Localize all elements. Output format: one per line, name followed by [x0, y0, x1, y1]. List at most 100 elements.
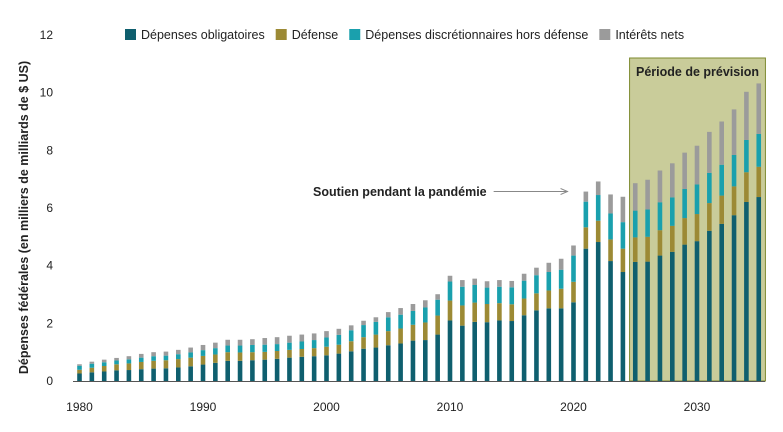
bar-interest-1987 [163, 351, 169, 356]
bar-defense-2002 [348, 341, 354, 352]
bar-mandatory-1992 [225, 360, 230, 381]
bar-nondefense-2021 [583, 201, 589, 228]
y-tick-label-0: 0 [46, 374, 53, 388]
bar-nondefense-1985 [138, 357, 144, 362]
bar-defense-1995 [262, 351, 268, 360]
bar-nondefense-1999 [311, 340, 317, 349]
bar-interest-2027 [657, 170, 663, 203]
bar-nondefense-2009 [435, 299, 440, 316]
bar-mandatory-2016 [521, 315, 527, 381]
bar-mandatory-2021 [583, 248, 589, 381]
bar-mandatory-1983 [114, 370, 119, 381]
bar-mandatory-2035 [756, 197, 762, 381]
bar-interest-2006 [398, 308, 403, 315]
bar-nondefense-2020 [571, 255, 576, 282]
bar-nondefense-1984 [126, 359, 132, 364]
bar-nondefense-1994 [250, 344, 255, 353]
bar-mandatory-2022 [595, 242, 601, 381]
bar-interest-1998 [299, 334, 305, 342]
bar-defense-2028 [670, 225, 675, 252]
bar-nondefense-2035 [756, 133, 762, 167]
bar-interest-2021 [583, 191, 589, 202]
bar-interest-1993 [237, 339, 243, 346]
y-tick-label-6: 6 [46, 201, 53, 215]
bar-nondefense-2005 [385, 317, 391, 332]
bar-defense-2014 [497, 303, 502, 321]
bar-mandatory-2031 [707, 230, 712, 381]
bar-interest-1983 [114, 357, 119, 361]
bar-nondefense-2000 [324, 337, 329, 347]
bar-interest-2001 [336, 328, 342, 335]
legend-label-mandatory: Dépenses obligatoires [141, 28, 265, 42]
bar-defense-2032 [719, 195, 724, 224]
bar-interest-2023 [608, 194, 613, 214]
forecast-region-label: Période de prévision [636, 65, 759, 79]
bar-defense-2020 [571, 281, 576, 303]
bar-interest-2009 [435, 294, 440, 300]
bar-mandatory-1985 [138, 369, 144, 381]
bar-mandatory-2017 [534, 310, 539, 381]
bar-nondefense-2012 [472, 284, 477, 303]
bar-interest-2014 [497, 280, 502, 287]
bar-interest-1980 [77, 364, 82, 366]
bar-nondefense-2030 [694, 184, 700, 215]
bar-defense-2003 [361, 337, 366, 349]
legend-swatch-mandatory [125, 29, 136, 40]
bar-nondefense-2026 [645, 209, 650, 237]
legend-swatch-nondefense [349, 29, 361, 40]
bar-mandatory-1987 [163, 368, 169, 381]
legend-label-interest: Intérêts nets [615, 28, 684, 42]
bar-interest-1992 [225, 339, 230, 346]
bar-defense-2018 [546, 290, 552, 309]
bar-defense-1991 [213, 354, 218, 363]
bar-mandatory-1991 [213, 362, 218, 381]
bar-defense-2001 [336, 344, 342, 354]
bar-mandatory-2007 [410, 340, 416, 381]
bar-defense-2035 [756, 166, 762, 198]
bar-nondefense-1982 [101, 362, 107, 367]
bar-defense-1990 [200, 355, 206, 365]
y-tick-label-10: 10 [40, 86, 54, 100]
bar-defense-2006 [398, 328, 403, 344]
bar-defense-2029 [682, 218, 687, 245]
y-tick-label-2: 2 [46, 316, 53, 330]
bar-nondefense-1990 [200, 350, 206, 356]
bar-interest-2018 [546, 262, 552, 273]
x-tick-label-2030: 2030 [684, 400, 711, 414]
bar-interest-2035 [756, 83, 762, 134]
pandemic-annotation-text: Soutien pendant la pandémie [313, 185, 487, 199]
bar-mandatory-2018 [546, 308, 552, 381]
bar-defense-1983 [114, 364, 119, 371]
bar-nondefense-2014 [497, 286, 502, 304]
bar-interest-1988 [176, 349, 181, 355]
bar-defense-2019 [558, 288, 564, 309]
bar-defense-2026 [645, 236, 650, 262]
bar-defense-1988 [176, 359, 181, 368]
bar-nondefense-2010 [447, 281, 453, 301]
bar-nondefense-2017 [534, 275, 539, 294]
bar-mandatory-2010 [447, 320, 453, 381]
bar-mandatory-1993 [237, 360, 243, 381]
bar-mandatory-2014 [497, 320, 502, 381]
bar-interest-2008 [423, 300, 428, 308]
bar-nondefense-2019 [558, 269, 564, 289]
bar-mandatory-2009 [435, 334, 440, 381]
bar-nondefense-1986 [151, 356, 156, 361]
bar-defense-1982 [101, 366, 107, 372]
bar-nondefense-2001 [336, 334, 342, 345]
bar-nondefense-2028 [670, 197, 675, 226]
bar-interest-2010 [447, 275, 453, 282]
bar-interest-2017 [534, 267, 539, 276]
bar-nondefense-2023 [608, 213, 613, 240]
bar-interest-1997 [287, 335, 292, 343]
bar-interest-2007 [410, 304, 416, 311]
bar-interest-2011 [460, 280, 465, 287]
bar-nondefense-2033 [731, 154, 737, 187]
bar-mandatory-2032 [719, 223, 724, 381]
bar-interest-2029 [682, 152, 687, 189]
x-tick-label-2020: 2020 [560, 400, 587, 414]
bar-defense-2025 [632, 237, 638, 262]
bar-interest-1996 [274, 337, 280, 345]
bar-mandatory-2024 [620, 272, 626, 381]
bar-defense-1987 [163, 360, 169, 369]
